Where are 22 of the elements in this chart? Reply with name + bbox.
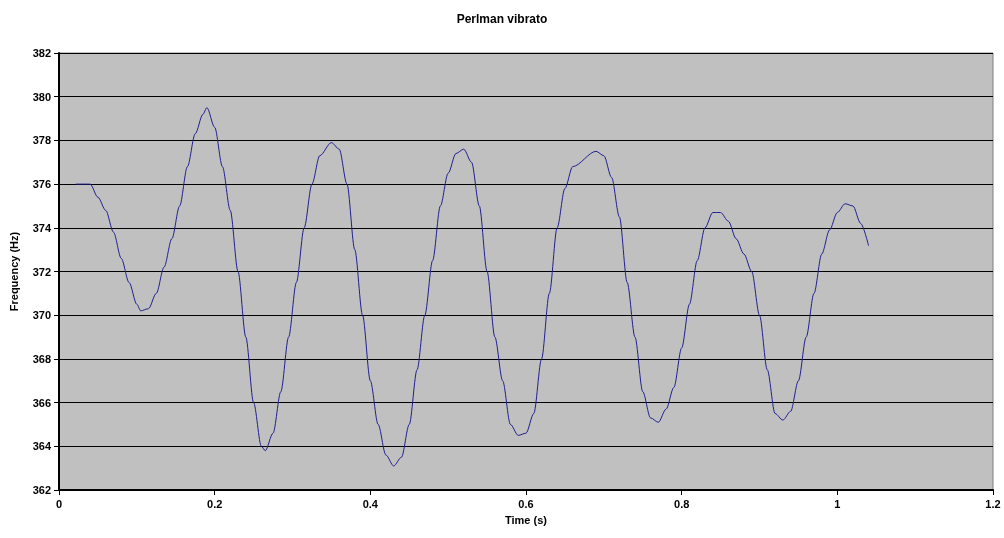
- y-tick-label: 378: [32, 134, 51, 147]
- x-tick-label: 0.8: [674, 497, 690, 510]
- y-tick-label: 368: [32, 352, 51, 365]
- y-tick-label: 370: [32, 309, 51, 322]
- x-tick-label: 0: [55, 497, 63, 510]
- y-tick-label: 362: [32, 484, 51, 496]
- y-tick-label: 374: [32, 221, 52, 234]
- x-tick-label: 1.2: [985, 497, 1001, 510]
- x-tick-label: 1: [834, 497, 841, 510]
- x-axis-title: Time (s): [505, 513, 548, 526]
- y-tick-label: 364: [32, 440, 52, 453]
- chart-title: Perlman vibrato: [456, 12, 548, 26]
- y-axis-title: Frequency (Hz): [7, 231, 20, 312]
- x-tick-label: 0.2: [207, 497, 223, 510]
- x-tick-label: 0.4: [362, 497, 379, 510]
- y-tick-label: 376: [32, 178, 51, 191]
- y-tick-label: 366: [32, 396, 51, 409]
- y-tick-label: 380: [32, 90, 51, 103]
- x-tick-label: 0.6: [518, 497, 534, 510]
- y-tick-label: 382: [32, 47, 51, 59]
- line-series: [75, 107, 869, 467]
- y-tick-label: 372: [32, 265, 51, 278]
